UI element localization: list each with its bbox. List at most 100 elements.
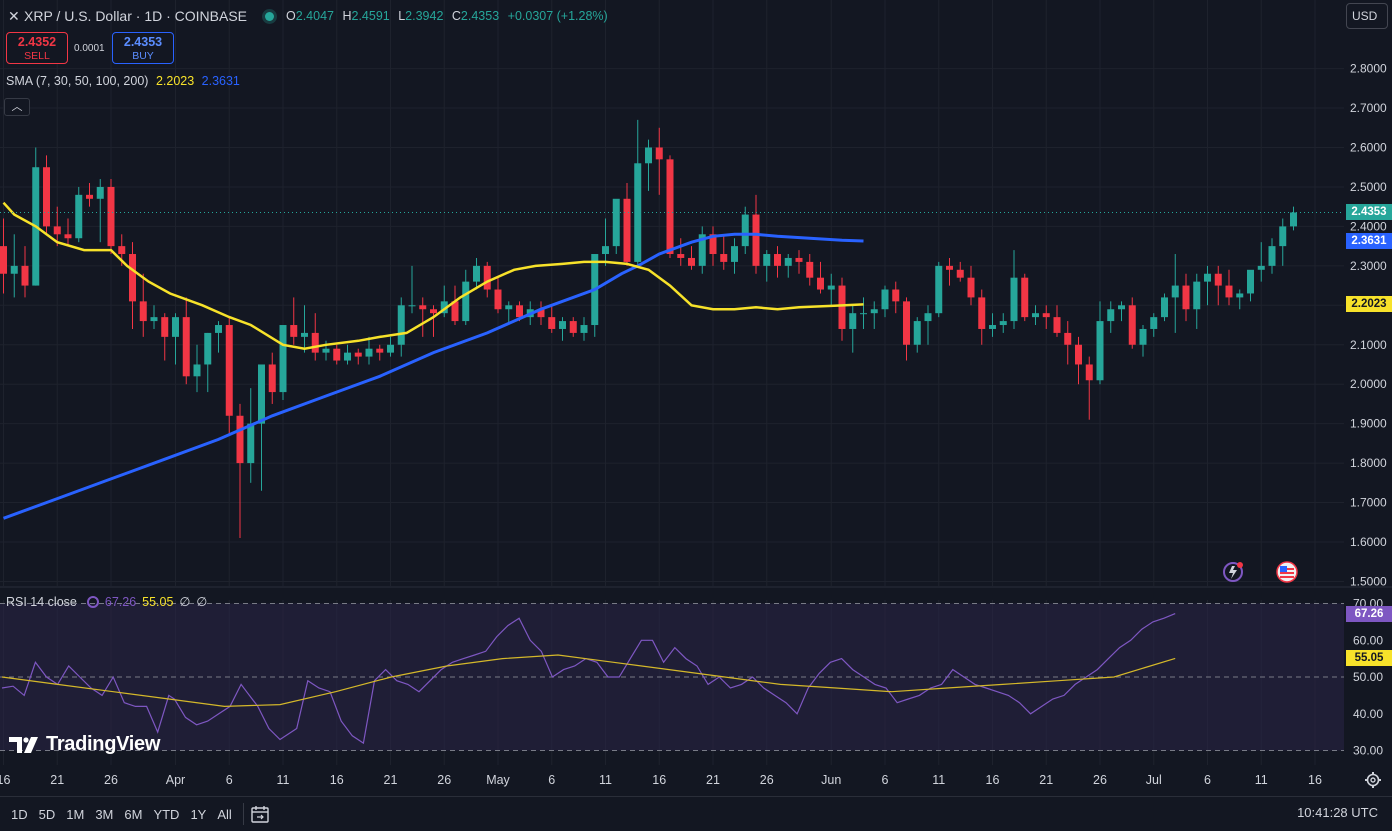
- ohlc-open: 2.4047: [295, 9, 334, 23]
- candle-body: [1107, 309, 1115, 322]
- candle-body: [322, 348, 330, 353]
- time-tick-label: 21: [384, 773, 398, 787]
- candle-body: [612, 198, 620, 247]
- candle-body: [247, 423, 255, 464]
- calendar-range-icon[interactable]: [250, 804, 270, 824]
- timeframe-1y[interactable]: 1Y: [190, 806, 207, 822]
- candle-body: [150, 317, 158, 322]
- candle-body: [645, 147, 652, 164]
- candle-body: [784, 257, 792, 266]
- timeframe-ytd[interactable]: YTD: [153, 806, 180, 822]
- candle-body: [21, 265, 29, 286]
- price-tick-label: 1.9000: [1350, 417, 1387, 431]
- spread-value: 0.0001: [74, 43, 105, 54]
- candle-body: [924, 313, 932, 322]
- price-tick-label: 1.6000: [1350, 535, 1387, 549]
- collapse-legend-button[interactable]: ︿: [4, 98, 30, 116]
- candle-body: [677, 254, 685, 258]
- timeframe-5d[interactable]: 5D: [38, 806, 56, 822]
- candle-body: [666, 159, 674, 255]
- us-flag-icon[interactable]: [1276, 561, 1298, 583]
- utc-clock[interactable]: 10:41:28 UTC: [1297, 805, 1378, 820]
- ohlc-high-key: H: [342, 9, 352, 23]
- candle-body: [1010, 277, 1018, 322]
- candle-body: [0, 246, 7, 274]
- price-tick-label: 2.8000: [1350, 62, 1387, 76]
- tradingview-logo[interactable]: TradingView: [8, 733, 160, 756]
- sma-blue-value: 2.3631: [201, 74, 240, 88]
- price-grid: [0, 0, 1344, 765]
- candle-body: [892, 289, 900, 302]
- candle-body: [1204, 273, 1211, 282]
- candle-body: [1128, 305, 1136, 345]
- rsi-tick-label: 40.00: [1353, 707, 1383, 721]
- ohlc-open-key: O: [286, 9, 296, 23]
- ohlc-close-key: C: [451, 9, 461, 23]
- candle-body: [516, 305, 523, 318]
- candle-body: [795, 257, 803, 262]
- candle-body: [279, 325, 287, 393]
- timeframe-1m[interactable]: 1M: [66, 806, 85, 822]
- candle-body: [698, 234, 706, 266]
- candle-body: [548, 317, 556, 329]
- price-tick-label: 2.7000: [1350, 101, 1387, 115]
- time-tick-label: 26: [760, 773, 774, 787]
- candle-body: [1096, 321, 1104, 381]
- candle-body: [301, 332, 308, 337]
- price-tick-label: 2.4000: [1350, 219, 1387, 233]
- price-tick-label: 2.0000: [1350, 377, 1387, 391]
- candle-body: [903, 301, 910, 345]
- candles: [0, 119, 1297, 539]
- bottom-toolbar: 1D 5D 1M 3M 6M YTD 1Y All 10:41:28 UTC: [0, 796, 1392, 831]
- timeframe-1d[interactable]: 1D: [11, 806, 28, 822]
- chart-header: ✕ XRP / U.S. Dollar · 1D · COINBASE O2.4…: [0, 0, 608, 32]
- candle-body: [1257, 265, 1265, 270]
- candle-body: [483, 265, 491, 290]
- timeframe-3m[interactable]: 3M: [95, 806, 114, 822]
- buy-button[interactable]: 2.4353 BUY: [112, 32, 174, 64]
- candle-body: [290, 325, 298, 337]
- timeframe-all[interactable]: All: [217, 806, 232, 822]
- candle-body: [1085, 364, 1093, 381]
- price-tick-label: 2.1000: [1350, 338, 1387, 352]
- rsi-legend[interactable]: RSI 14 close 67.26 55.05 ∅ ∅: [6, 594, 207, 610]
- candle-body: [161, 317, 169, 337]
- candle-body: [1053, 317, 1061, 333]
- symbol-title[interactable]: XRP / U.S. Dollar · 1D · COINBASE: [24, 8, 248, 24]
- ohlc-low-key: L: [398, 9, 406, 23]
- sma-legend[interactable]: SMA (7, 30, 50, 100, 200) 2.2023 2.3631: [6, 74, 240, 88]
- currency-select[interactable]: USD: [1346, 3, 1388, 29]
- sell-label: SELL: [24, 50, 50, 62]
- timeframe-6m[interactable]: 6M: [124, 806, 143, 822]
- candle-body: [602, 246, 609, 255]
- candle-body: [1032, 313, 1039, 318]
- news-icon[interactable]: [1220, 561, 1244, 583]
- sell-price: 2.4352: [17, 35, 57, 49]
- price-tick-label: 1.7000: [1350, 496, 1387, 510]
- candle-body: [1193, 281, 1201, 310]
- candle-body: [967, 277, 975, 298]
- candle-body: [419, 305, 427, 310]
- candle-body: [1150, 317, 1158, 329]
- candle-body: [1225, 285, 1233, 298]
- candle-body: [817, 277, 824, 290]
- candle-body: [258, 364, 265, 424]
- time-tick-label: 11: [277, 773, 290, 787]
- candle-body: [494, 289, 502, 310]
- close-icon[interactable]: ✕: [8, 7, 20, 24]
- sell-button[interactable]: 2.4352 SELL: [6, 32, 68, 64]
- rsi-ma-line: [1, 654, 1176, 708]
- time-tick-label: 16: [652, 773, 666, 787]
- time-tick-label: 11: [1255, 773, 1268, 787]
- candle-body: [354, 352, 362, 357]
- candle-body: [537, 309, 545, 318]
- candle-body: [806, 261, 814, 278]
- candle-body: [311, 332, 319, 353]
- candle-body: [236, 415, 244, 464]
- candle-body: [268, 364, 276, 393]
- settings-gear-icon[interactable]: [1364, 771, 1382, 789]
- candle-body: [655, 147, 663, 160]
- time-tick-label: 16: [1308, 773, 1322, 787]
